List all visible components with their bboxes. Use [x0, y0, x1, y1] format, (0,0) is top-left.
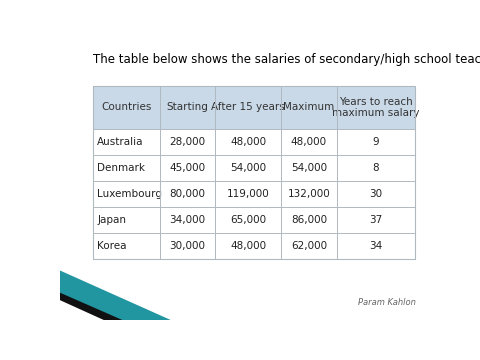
Text: 119,000: 119,000 [227, 189, 269, 199]
Text: 62,000: 62,000 [291, 241, 327, 251]
Text: 30: 30 [370, 189, 383, 199]
Text: Maximum: Maximum [283, 102, 335, 112]
Text: 132,000: 132,000 [288, 189, 330, 199]
Text: 48,000: 48,000 [230, 241, 266, 251]
Bar [94, 129, 415, 155]
Text: 80,000: 80,000 [169, 189, 205, 199]
Polygon shape [60, 293, 123, 320]
Text: 9: 9 [372, 137, 379, 147]
Text: Countries: Countries [101, 102, 152, 112]
Text: Korea: Korea [97, 241, 127, 251]
Text: The table below shows the salaries of secondary/high school teachers in 2009.: The table below shows the salaries of se… [94, 53, 480, 66]
Text: Luxembourg: Luxembourg [97, 189, 162, 199]
Text: 45,000: 45,000 [169, 163, 205, 173]
Text: 48,000: 48,000 [291, 137, 327, 147]
Text: After 15 years: After 15 years [211, 102, 285, 112]
Text: 65,000: 65,000 [230, 215, 266, 225]
Text: Denmark: Denmark [97, 163, 145, 173]
Text: Years to reach
maximum salary: Years to reach maximum salary [332, 96, 420, 118]
Text: 86,000: 86,000 [291, 215, 327, 225]
Text: Starting: Starting [167, 102, 208, 112]
Text: Australia: Australia [97, 137, 144, 147]
Text: 54,000: 54,000 [230, 163, 266, 173]
Bar [94, 181, 415, 207]
Text: 30,000: 30,000 [169, 241, 205, 251]
Bar [94, 155, 415, 181]
Text: 34: 34 [369, 241, 383, 251]
Text: Japan: Japan [97, 215, 126, 225]
Polygon shape [60, 270, 172, 320]
Bar [94, 233, 415, 260]
Text: 54,000: 54,000 [291, 163, 327, 173]
Text: 37: 37 [369, 215, 383, 225]
Text: 8: 8 [372, 163, 379, 173]
Polygon shape [60, 300, 105, 320]
Text: 34,000: 34,000 [169, 215, 205, 225]
Text: Param Kahlon: Param Kahlon [358, 297, 416, 307]
Text: 28,000: 28,000 [169, 137, 205, 147]
Bar [94, 207, 415, 233]
Text: 48,000: 48,000 [230, 137, 266, 147]
